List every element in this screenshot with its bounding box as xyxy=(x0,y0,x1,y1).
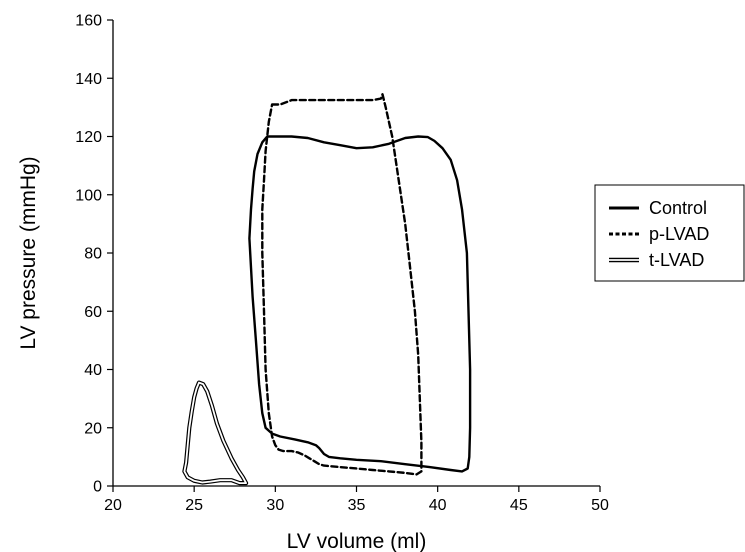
legend-item-p-lvad: p-LVAD xyxy=(609,224,709,244)
series-t-lvad xyxy=(182,380,249,486)
x-tick-label: 40 xyxy=(429,497,447,514)
series-layer xyxy=(182,93,472,486)
y-tick-label: 20 xyxy=(84,420,102,437)
x-tick-label: 25 xyxy=(185,497,203,514)
series-line-t-lvad-inner xyxy=(183,381,247,484)
legend-label-p-lvad: p-LVAD xyxy=(649,224,709,244)
x-tick-label: 20 xyxy=(104,497,122,514)
series-line-p-lvad xyxy=(261,93,423,476)
y-tick-label: 60 xyxy=(84,304,102,321)
y-axis-title: LV pressure (mmHg) xyxy=(17,156,40,349)
y-tick-label: 80 xyxy=(84,246,102,263)
x-axis-title: LV volume (ml) xyxy=(287,530,427,552)
legend-label-t-lvad: t-LVAD xyxy=(649,250,704,270)
series-control xyxy=(248,135,472,473)
legend-item-control: Control xyxy=(609,198,707,218)
y-tick-label: 140 xyxy=(75,71,102,88)
x-tick-label: 45 xyxy=(510,497,528,514)
series-line-control xyxy=(248,135,472,473)
legend-box xyxy=(594,184,745,282)
legend-item-t-lvad: t-LVAD xyxy=(609,250,704,270)
series-p-lvad xyxy=(261,93,423,476)
x-tick-label: 30 xyxy=(266,497,284,514)
y-tick-label: 160 xyxy=(75,13,102,30)
legend: Control p-LVAD t-LVAD xyxy=(594,184,745,282)
x-tick-label: 50 xyxy=(591,497,609,514)
legend-label-control: Control xyxy=(649,198,707,218)
x-tick-label: 35 xyxy=(348,497,366,514)
y-tick-label: 40 xyxy=(84,362,102,379)
y-tick-label: 0 xyxy=(93,479,102,496)
y-tick-label: 120 xyxy=(75,129,102,146)
y-tick-label: 100 xyxy=(75,187,102,204)
